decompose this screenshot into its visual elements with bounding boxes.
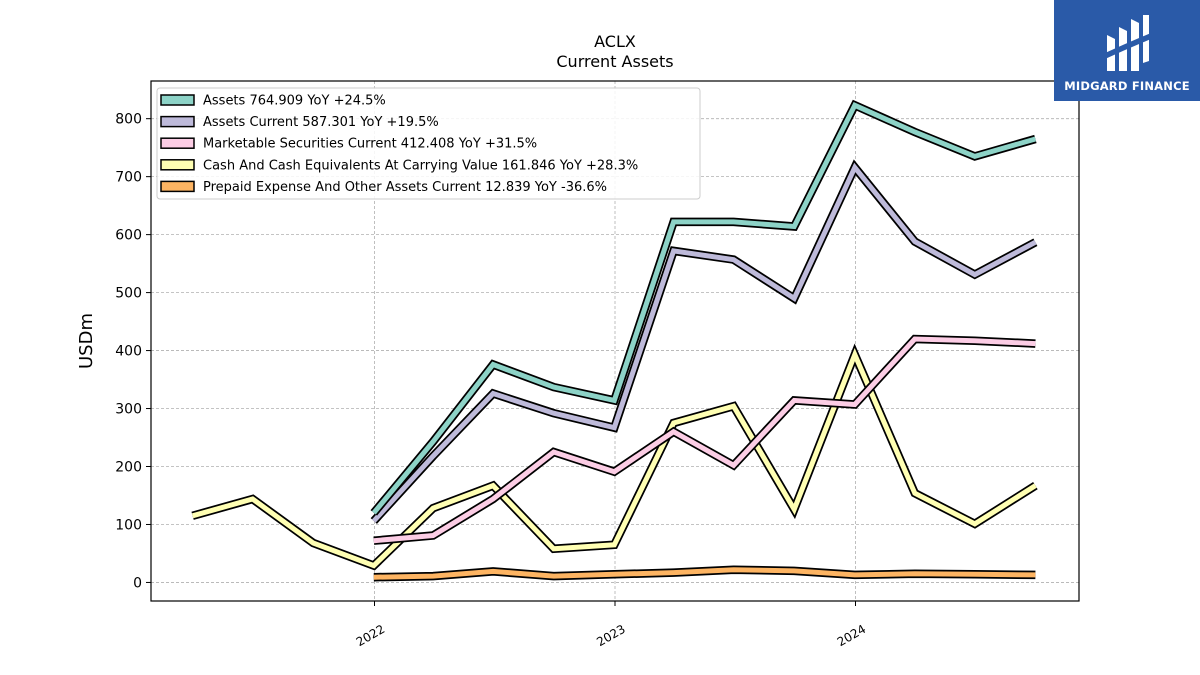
legend-swatch bbox=[160, 180, 195, 193]
series-line bbox=[373, 567, 1036, 580]
y-tick-label: 600 bbox=[115, 228, 142, 244]
brand-logo: MIDGARD FINANCE bbox=[1054, 0, 1200, 101]
legend-label: Assets 764.909 YoY +24.5% bbox=[203, 94, 386, 109]
legend-swatch bbox=[160, 159, 195, 171]
y-tick-label: 500 bbox=[115, 286, 142, 302]
chart-title: ACLX bbox=[594, 32, 636, 51]
legend-label: Prepaid Expense And Other Assets Current… bbox=[203, 180, 607, 195]
series-prepaid-expense-and-other-assets-current bbox=[373, 565, 1036, 582]
legend-entry: Cash And Cash Equivalents At Carrying Va… bbox=[160, 158, 638, 173]
legend-label: Marketable Securities Current 412.408 Yo… bbox=[203, 137, 537, 152]
series-assets bbox=[370, 99, 1037, 516]
y-tick-label: 400 bbox=[115, 344, 142, 360]
y-tick-label: 300 bbox=[115, 402, 142, 418]
series-marketable-securities-current bbox=[373, 334, 1036, 545]
y-axis: 0 100 200 300 400 500 600 700 800 bbox=[115, 112, 151, 591]
series-line bbox=[371, 162, 1037, 523]
y-tick-label: 0 bbox=[133, 575, 142, 591]
y-axis-label: USDm bbox=[76, 313, 97, 369]
legend-entry: Prepaid Expense And Other Assets Current… bbox=[160, 180, 607, 195]
series-cash-and-cash-equivalents-at-carrying-value bbox=[191, 343, 1038, 571]
legend-swatch bbox=[160, 137, 195, 149]
y-tick-label: 100 bbox=[115, 517, 142, 533]
brand-name: MIDGARD FINANCE bbox=[1064, 78, 1190, 93]
legend-swatch bbox=[160, 115, 195, 128]
series-line bbox=[191, 348, 1037, 569]
legend-box bbox=[156, 87, 701, 200]
legend-swatch bbox=[160, 94, 195, 106]
x-tick-label: 2023 bbox=[594, 622, 627, 649]
series-assets-current bbox=[370, 159, 1038, 524]
series-line bbox=[373, 336, 1036, 544]
chart-title-block: ACLX Current Assets bbox=[0, 32, 1200, 72]
x-axis: 2022 2023 2024 bbox=[354, 601, 868, 649]
legend-entry: Assets 764.909 YoY +24.5% bbox=[160, 94, 386, 109]
legend-label: Cash And Cash Equivalents At Carrying Va… bbox=[203, 158, 638, 173]
y-tick-label: 700 bbox=[115, 170, 142, 186]
x-tick-label: 2022 bbox=[354, 622, 387, 649]
legend-label: Assets Current 587.301 YoY +19.5% bbox=[203, 115, 439, 130]
series-lines bbox=[191, 99, 1038, 582]
legend-entry: Assets Current 587.301 YoY +19.5% bbox=[160, 115, 439, 130]
series-line-outline bbox=[191, 343, 1038, 571]
legend-entry: Marketable Securities Current 412.408 Yo… bbox=[160, 137, 537, 152]
chart-subtitle: Current Assets bbox=[556, 52, 674, 71]
legend: Assets 764.909 YoY +24.5% Assets Current … bbox=[156, 87, 701, 200]
midgard-logo-icon bbox=[1105, 14, 1151, 71]
series-line bbox=[371, 102, 1037, 515]
y-tick-label: 800 bbox=[115, 112, 142, 128]
y-tick-label: 200 bbox=[115, 460, 142, 476]
x-tick-label: 2024 bbox=[835, 622, 868, 649]
